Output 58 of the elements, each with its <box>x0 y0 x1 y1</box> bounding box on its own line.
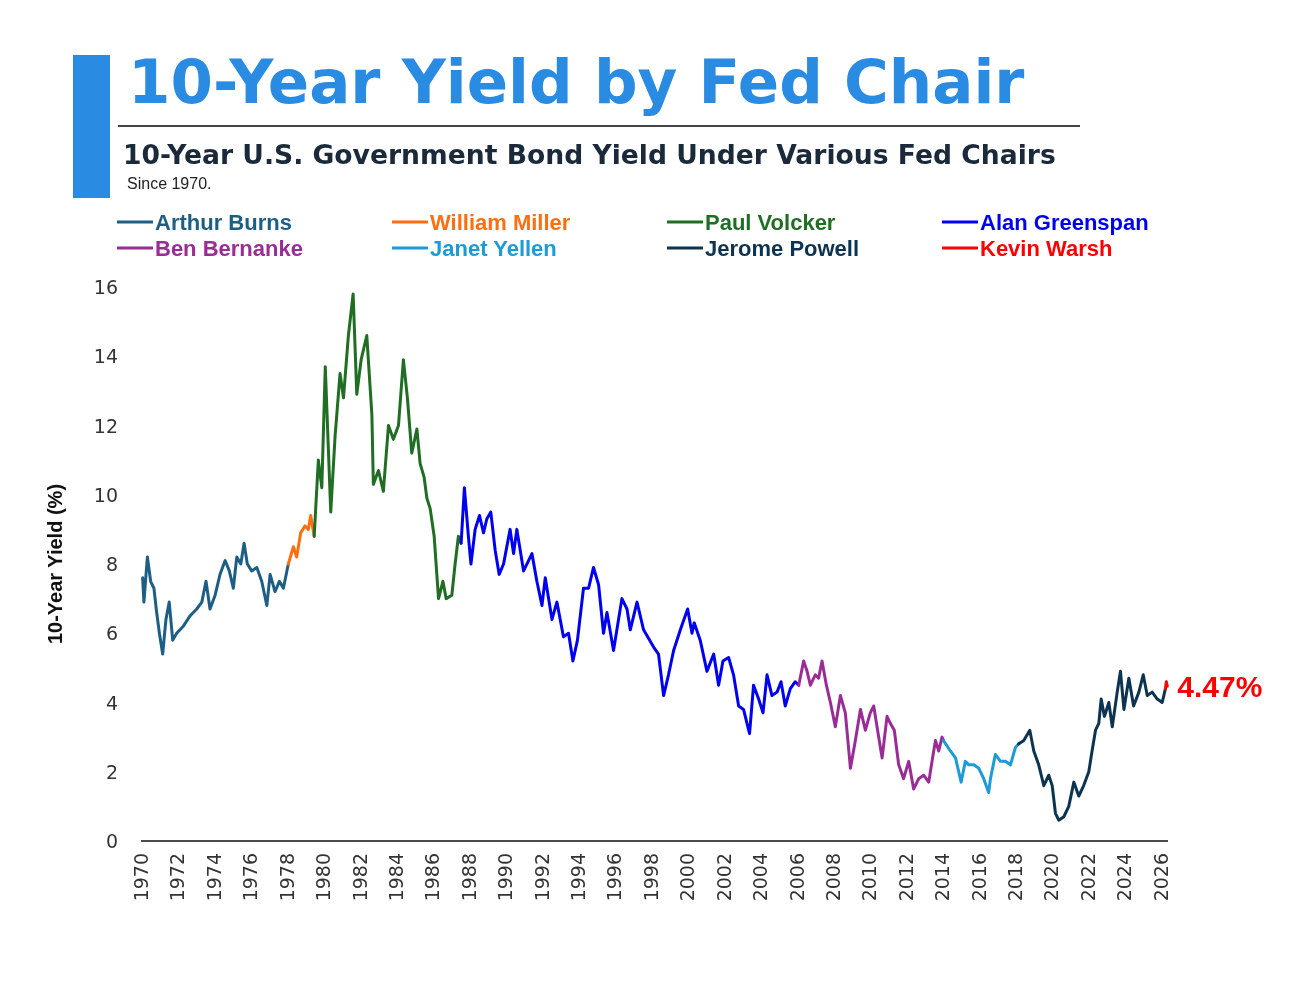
x-tick-label: 2026 <box>1149 853 1172 902</box>
x-tick-label: 2000 <box>676 853 699 902</box>
x-tick-label: 1990 <box>494 853 517 902</box>
legend-label: Janet Yellen <box>430 236 557 261</box>
x-tick-label: 1998 <box>639 853 662 902</box>
chart-subtitle: 10-Year U.S. Government Bond Yield Under Various Fed Chairs <box>123 139 1056 170</box>
legend-label: William Miller <box>430 210 571 235</box>
x-tick-label: 1988 <box>457 853 480 902</box>
line-series <box>312 292 463 601</box>
x-tick-label: 2014 <box>931 853 954 902</box>
legend-label: Jerome Powell <box>705 236 860 261</box>
legend-label: Kevin Warsh <box>980 236 1113 261</box>
line-series <box>286 514 316 566</box>
x-tick-label: 2004 <box>749 853 772 902</box>
x-tick-label: 1978 <box>275 853 298 902</box>
y-tick-label: 6 <box>105 622 118 645</box>
x-tick-label: 2022 <box>1076 853 1099 902</box>
y-tick-label: 0 <box>105 830 118 852</box>
line-series <box>459 486 801 736</box>
x-tick-label: 2008 <box>821 853 844 902</box>
x-tick-label: 2018 <box>1004 853 1027 902</box>
legend-label: Alan Greenspan <box>980 210 1149 235</box>
line-series <box>797 659 945 791</box>
line-series <box>141 541 290 656</box>
y-tick-label: 8 <box>105 553 118 575</box>
y-tick-label: 16 <box>93 276 118 298</box>
y-tick-label: 12 <box>93 414 118 437</box>
x-tick-label: 2024 <box>1113 853 1136 902</box>
x-tick-label: 1974 <box>202 853 225 902</box>
legend-label: Arthur Burns <box>155 210 292 235</box>
y-tick-label: 14 <box>93 345 118 368</box>
text: Since 1970. <box>127 175 212 192</box>
legend-label: Paul Volcker <box>705 210 836 235</box>
x-tick-label: 2002 <box>712 853 735 902</box>
x-tick-label: 1984 <box>384 853 407 902</box>
y-tick-label: 2 <box>105 760 118 783</box>
x-tick-label: 2016 <box>967 853 990 902</box>
y-axis-title: 10-Year Yield (%) <box>44 483 66 645</box>
x-tick-label: 1976 <box>239 853 262 902</box>
x-tick-label: 1970 <box>130 853 152 902</box>
x-tick-label: 1996 <box>603 853 626 902</box>
x-tick-label: 1992 <box>530 853 553 902</box>
x-tick-label: 1994 <box>567 853 590 902</box>
legend-label: Ben Bernanke <box>155 236 303 261</box>
x-tick-label: 2020 <box>1040 853 1063 902</box>
chart-title: 10-Year Yield by Fed Chair <box>128 46 1025 117</box>
x-tick-label: 2006 <box>785 853 808 902</box>
y-tick-label: 4 <box>105 691 118 714</box>
x-tick-label: 1982 <box>348 853 371 902</box>
line-series <box>1017 669 1167 822</box>
x-tick-label: 1980 <box>312 853 335 902</box>
x-tick-label: 1986 <box>421 853 444 902</box>
x-tick-label: 2010 <box>858 853 881 902</box>
y-tick-label: 10 <box>93 483 118 506</box>
line-series <box>941 739 1020 795</box>
x-tick-label: 2012 <box>894 853 917 902</box>
x-tick-label: 1972 <box>166 853 189 902</box>
data-label: 4.47% <box>1177 669 1263 703</box>
